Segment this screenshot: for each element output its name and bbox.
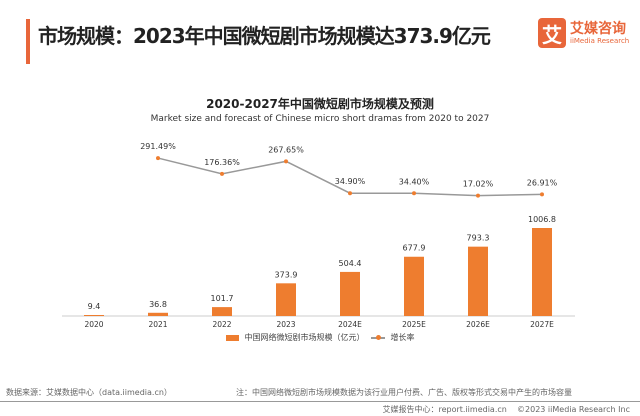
legend: 中国网络微短剧市场规模（亿元） 增长率 xyxy=(0,332,640,343)
bar xyxy=(468,246,488,316)
bar-label: 793.3 xyxy=(467,234,490,243)
logo-mark: 艾 xyxy=(538,18,566,48)
growth-point xyxy=(412,191,416,196)
growth-label: 291.49% xyxy=(140,142,176,151)
growth-label: 26.91% xyxy=(527,178,558,187)
bar-label: 373.9 xyxy=(275,270,298,279)
x-tick-label: 2027E xyxy=(530,320,554,329)
legend-bar-label: 中国网络微短剧市场规模（亿元） xyxy=(244,333,365,342)
growth-label: 176.36% xyxy=(204,158,240,167)
bar-label: 9.4 xyxy=(88,302,101,311)
footer-credits: 艾媒报告中心：report.iimedia.cn ©2023 iiMedia R… xyxy=(382,404,630,415)
growth-point xyxy=(476,193,480,198)
chart-title: 2020-2027年中国微短剧市场规模及预测 xyxy=(206,97,434,111)
bar-label: 504.4 xyxy=(339,259,362,268)
bar xyxy=(212,307,232,316)
growth-point xyxy=(220,171,224,176)
growth-label: 34.90% xyxy=(335,177,366,186)
logo-cn: 艾媒咨询 xyxy=(570,20,626,37)
bar-label: 101.7 xyxy=(211,294,234,303)
growth-point xyxy=(284,159,288,164)
growth-point xyxy=(540,192,544,197)
growth-point xyxy=(348,191,352,196)
bar xyxy=(404,256,424,316)
x-tick-label: 2022 xyxy=(212,320,231,329)
report-text: 艾媒报告中心：report.iimedia.cn xyxy=(382,405,507,414)
bar xyxy=(84,315,104,316)
growth-label: 267.65% xyxy=(268,145,304,154)
logo: 艾 艾媒咨询 iiMedia Research xyxy=(538,18,629,48)
bar-label: 677.9 xyxy=(403,244,426,253)
legend-line-label: 增长率 xyxy=(390,333,415,342)
bar-label: 36.8 xyxy=(149,300,167,309)
page-title: 市场规模：2023年中国微短剧市场规模达373.9亿元 xyxy=(38,24,491,48)
growth-label: 17.02% xyxy=(463,180,494,189)
legend-line-swatch xyxy=(370,334,385,340)
bar xyxy=(532,228,552,316)
bar xyxy=(276,283,296,316)
source-text: 数据来源：艾媒数据中心（data.iimedia.cn） xyxy=(6,388,172,397)
bar xyxy=(148,312,168,316)
legend-bar-swatch xyxy=(225,334,239,341)
x-tick-label: 2026E xyxy=(466,320,490,329)
chart-subtitle: Market size and forecast of Chinese micr… xyxy=(150,114,490,124)
bar xyxy=(340,271,360,316)
x-tick-label: 2021 xyxy=(148,320,167,329)
footer-divider xyxy=(0,401,640,402)
x-tick-label: 2023 xyxy=(276,320,295,329)
x-tick-label: 2024E xyxy=(338,320,362,329)
bar-label: 1006.8 xyxy=(528,215,556,224)
x-tick-label: 2020 xyxy=(84,320,103,329)
growth-label: 34.40% xyxy=(399,177,430,186)
title-accent-bar xyxy=(26,19,30,64)
x-tick-label: 2025E xyxy=(402,320,426,329)
copyright-text: ©2023 iiMedia Research Inc xyxy=(517,405,630,414)
note-text: 注：中国网络微短剧市场规模数据为该行业用户付费、广告、版权等形式交易中产生的市场… xyxy=(236,388,572,397)
logo-en: iiMedia Research xyxy=(570,36,630,45)
growth-point xyxy=(156,156,160,161)
